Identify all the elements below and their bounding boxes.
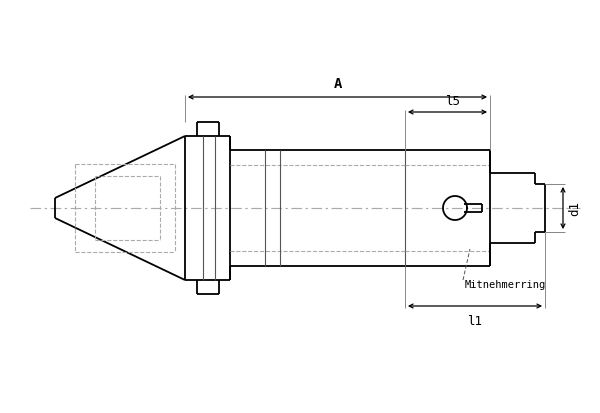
Text: A: A (334, 77, 341, 91)
Text: Mitnehmerring: Mitnehmerring (465, 279, 546, 289)
Text: d1: d1 (568, 201, 581, 216)
Text: l1: l1 (467, 314, 482, 327)
Text: l5: l5 (445, 95, 460, 108)
